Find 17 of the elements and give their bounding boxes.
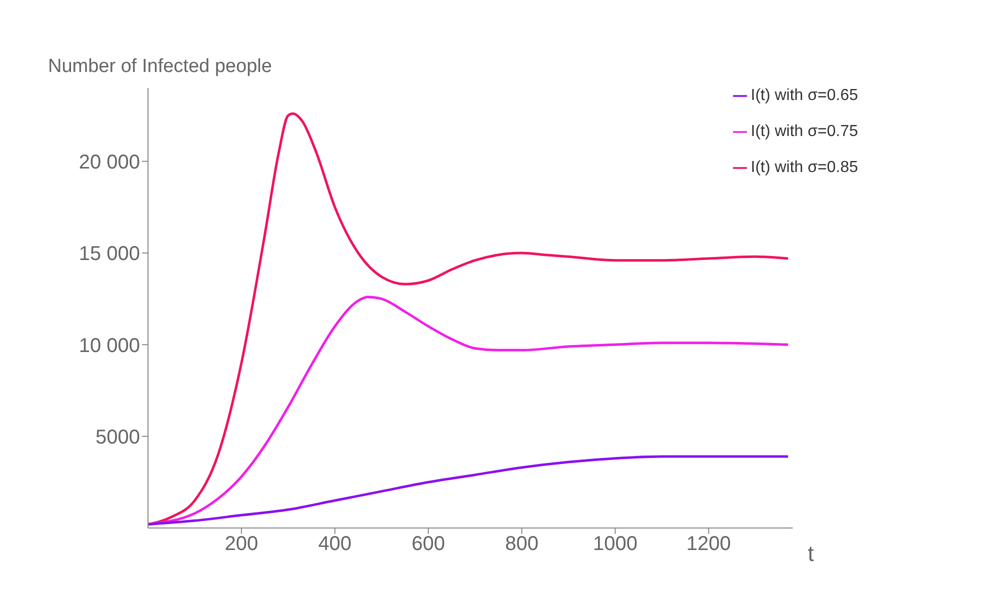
x-tick-label: 1000 <box>592 533 638 556</box>
y-tick-label: 5000 <box>96 426 140 448</box>
y-tick-label: 15 000 <box>78 243 140 266</box>
line-series <box>148 455 790 526</box>
legend-label: I(t) with σ=0.65 <box>750 87 858 104</box>
x-tick-label: 600 <box>412 533 446 556</box>
line-series <box>148 296 790 526</box>
legend-label: I(t) with σ=0.85 <box>750 159 858 176</box>
x-tick-label: 200 <box>224 533 258 556</box>
x-tick-label: 1200 <box>686 533 731 556</box>
x-tick-label: 800 <box>505 533 538 556</box>
x-axis-title: t <box>808 540 814 566</box>
x-tick-label: 400 <box>318 533 352 556</box>
legend-label: I(t) with σ=0.75 <box>750 123 858 140</box>
y-tick-label: 10 000 <box>78 334 140 357</box>
y-axis-title: Number of Infected people <box>48 56 272 78</box>
y-tick-label: 20 000 <box>78 151 140 174</box>
